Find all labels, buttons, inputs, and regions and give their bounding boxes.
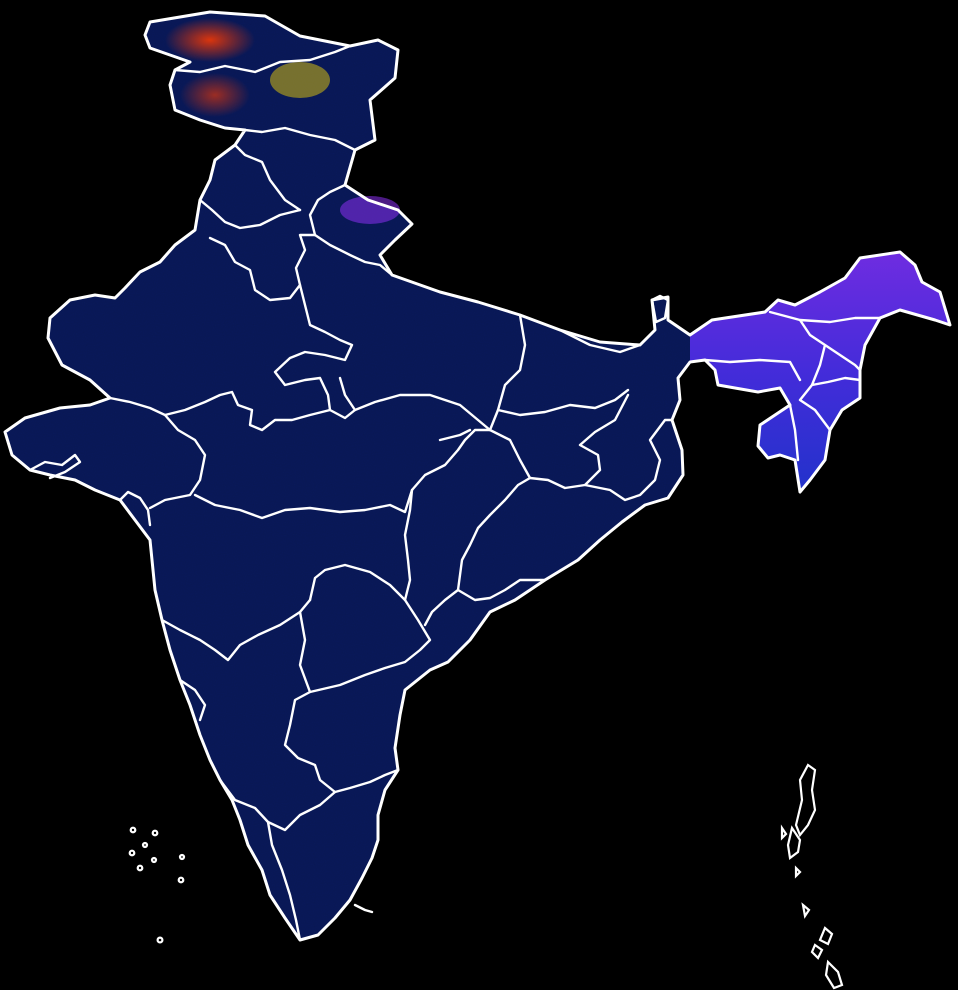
boundary-goa: [178, 678, 207, 722]
boundary-punjab-hp: [233, 143, 302, 212]
purple-patch-uttarakhand: [340, 196, 400, 224]
boundary-chhattisgarh-maharashtra: [403, 488, 414, 602]
boundary-bihar-jharkhand: [496, 388, 630, 417]
boundary-puducherry: [353, 903, 374, 914]
boundary-jk-ladakh: [173, 44, 352, 74]
andaman-nicobar-islands: [780, 763, 844, 990]
hotspot-north-3: [270, 62, 330, 98]
boundary-gujarat-rajasthan-mp: [108, 396, 207, 510]
boundary-chhattisgarh-odisha: [423, 476, 532, 627]
boundary-rajasthan-mp: [163, 390, 332, 432]
boundary-maharashtra-karnataka: [160, 598, 312, 662]
gulf-of-khambhat: [118, 490, 152, 527]
boundary-kerala-tamilnadu: [266, 820, 302, 942]
boundary-wb-odisha: [583, 418, 674, 502]
boundary-mp-chhattisgarh: [438, 428, 472, 442]
mainland-texture: [5, 12, 950, 940]
hotspot-north-1: [165, 18, 255, 62]
boundary-karnataka-telangana-ap: [283, 610, 400, 794]
boundary-haryana-rajasthan: [208, 233, 317, 302]
hotspot-north-2: [180, 73, 250, 117]
northeast-fill: [690, 252, 950, 492]
boundary-rajasthan-up-mp: [273, 283, 357, 420]
lakshadweep-islands: [128, 826, 186, 944]
gulf-of-kutch: [28, 453, 82, 480]
boundary-up-mp-bihar: [353, 313, 527, 432]
boundary-bihar-wb: [558, 328, 642, 354]
boundary-telangana: [308, 563, 432, 694]
boundary-karnataka-kerala: [218, 778, 337, 832]
boundary-sikkim: [650, 294, 670, 324]
boundary-punjab-haryana: [198, 198, 302, 230]
boundary-odisha-ap: [456, 578, 547, 602]
boundary-jk-hp: [243, 126, 357, 152]
boundary-mp-maharashtra: [193, 428, 492, 520]
boundary-ne-states: [703, 310, 882, 462]
boundary-up-uttarakhand: [313, 233, 394, 277]
boundary-hp-uttarakhand: [308, 183, 347, 237]
state-boundaries: [108, 44, 882, 942]
